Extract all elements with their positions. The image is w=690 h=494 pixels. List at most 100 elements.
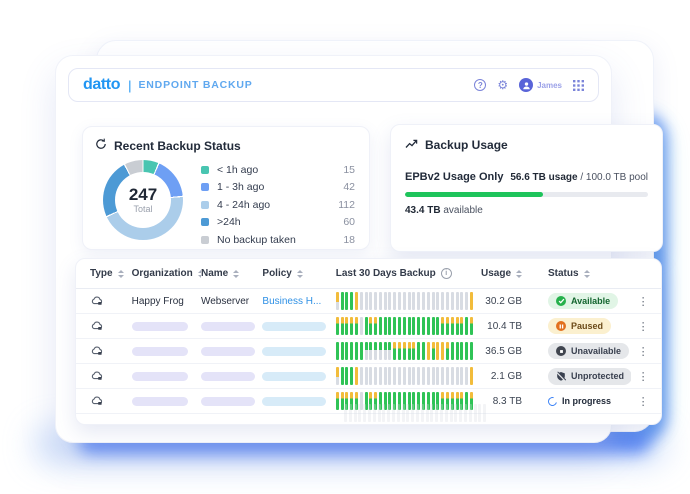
usage-cell: 10.4 TB (474, 321, 522, 332)
day-backup-bar (398, 317, 402, 335)
day-backup-bar (378, 342, 382, 360)
legend-item: 4 - 24h ago 112 (201, 196, 357, 214)
column-header-name[interactable]: Name (201, 268, 262, 279)
pause-circle-icon (556, 321, 566, 331)
day-backup-bar (426, 392, 430, 410)
kebab-menu-icon[interactable]: ⋮ (637, 320, 649, 332)
day-backup-bar (446, 317, 450, 335)
day-backup-bar (364, 367, 368, 385)
day-backup-bar (359, 392, 363, 410)
day-backup-bar (398, 292, 402, 310)
column-header-org[interactable]: Organization (132, 268, 201, 279)
day-backup-bar (412, 367, 416, 385)
organization-name: Happy Frog (131, 295, 184, 307)
day-backup-bar (455, 392, 459, 410)
placeholder-pill (131, 396, 188, 406)
day-backup-bar (446, 292, 450, 310)
table-row: 2.1 GB Unprotected ⋮ (76, 364, 661, 389)
kebab-menu-icon[interactable]: ⋮ (637, 295, 649, 307)
sort-icon[interactable] (516, 269, 522, 278)
day-backup-bar (473, 404, 477, 422)
column-header-policy[interactable]: Policy (262, 268, 335, 279)
column-header-status[interactable]: Status (522, 268, 631, 279)
day-backup-bar (436, 342, 440, 360)
kebab-menu-icon[interactable]: ⋮ (637, 370, 649, 382)
status-label: Unavailable (571, 346, 622, 356)
day-backup-bar (426, 317, 430, 335)
day-backup-bar (358, 404, 362, 422)
day-backup-bar (449, 404, 453, 422)
settings-gear-icon[interactable]: ⚙ (497, 78, 509, 92)
legend-swatch (201, 165, 209, 174)
column-label: Status (548, 268, 579, 279)
column-header-bars: Last 30 Days Backup i (336, 268, 475, 279)
table-row: 10.4 TB Paused ⋮ (76, 314, 661, 339)
backup-history-bars (335, 392, 475, 410)
day-backup-bar (407, 317, 411, 335)
legend-item: 1 - 3h ago 42 (201, 179, 357, 197)
day-backup-bar (369, 392, 373, 410)
day-backup-bar (415, 404, 419, 422)
kebab-menu-icon[interactable]: ⋮ (637, 395, 649, 407)
ghost-bars-row (344, 404, 487, 422)
day-backup-bar (422, 317, 426, 335)
day-backup-bar (383, 367, 387, 385)
day-backup-bar (425, 404, 429, 422)
day-backup-bar (460, 292, 464, 310)
sort-icon[interactable] (117, 269, 124, 278)
help-icon[interactable]: ? (474, 79, 487, 91)
status-badge: Unprotected (548, 367, 632, 385)
day-backup-bar (345, 292, 349, 310)
day-backup-bar (374, 367, 378, 385)
devices-table: Type Organization Name Policy Last 30 Days B… (75, 258, 662, 425)
column-header-type[interactable]: Type (82, 268, 132, 279)
day-backup-bar (353, 404, 357, 422)
day-backup-bar (417, 317, 421, 335)
kebab-menu-icon[interactable]: ⋮ (637, 345, 649, 357)
info-icon[interactable]: i (440, 268, 452, 279)
day-backup-bar (388, 317, 392, 335)
user-menu[interactable]: James (519, 78, 562, 92)
day-backup-bar (406, 404, 410, 422)
day-backup-bar (465, 292, 469, 310)
device-type-cell (82, 345, 132, 357)
day-backup-bar (378, 317, 382, 335)
day-backup-bar (431, 367, 435, 385)
column-header-usage[interactable]: Usage (474, 268, 522, 279)
policy-link[interactable]: Business H... (262, 295, 322, 307)
day-backup-bar (455, 342, 459, 360)
day-backup-bar (354, 292, 358, 310)
sort-icon[interactable] (197, 269, 201, 278)
sort-icon[interactable] (583, 269, 590, 278)
day-backup-bar (412, 317, 416, 335)
day-backup-bar (441, 317, 445, 335)
organization-cell (131, 396, 201, 406)
day-backup-bar (348, 404, 352, 422)
legend-label: No backup taken (217, 233, 296, 246)
sort-icon[interactable] (296, 269, 303, 278)
usage-cell: 36.5 GB (474, 346, 522, 357)
day-backup-bar (426, 342, 430, 360)
day-backup-bar (393, 392, 397, 410)
device-type-cell (82, 370, 132, 382)
sort-icon[interactable] (233, 269, 240, 278)
app-grid-icon[interactable] (573, 79, 584, 91)
day-backup-bar (335, 292, 339, 310)
day-backup-bar (340, 342, 344, 360)
day-backup-bar (345, 367, 349, 385)
legend-label: 1 - 3h ago (217, 181, 265, 194)
day-backup-bar (436, 367, 440, 385)
day-backup-bar (441, 367, 445, 385)
cloud-device-icon (90, 370, 104, 382)
device-name-cell (200, 346, 262, 356)
device-name-cell (200, 321, 262, 331)
device-name-cell: Webserver (201, 296, 262, 307)
day-backup-bar (364, 317, 368, 335)
status-badge: Available (548, 293, 619, 309)
day-backup-bar (383, 342, 387, 360)
usage-progress-track (405, 192, 648, 197)
placeholder-pill (200, 371, 255, 381)
status-cell: Unprotected (522, 367, 632, 385)
usage-cell: 30.2 GB (474, 296, 522, 307)
